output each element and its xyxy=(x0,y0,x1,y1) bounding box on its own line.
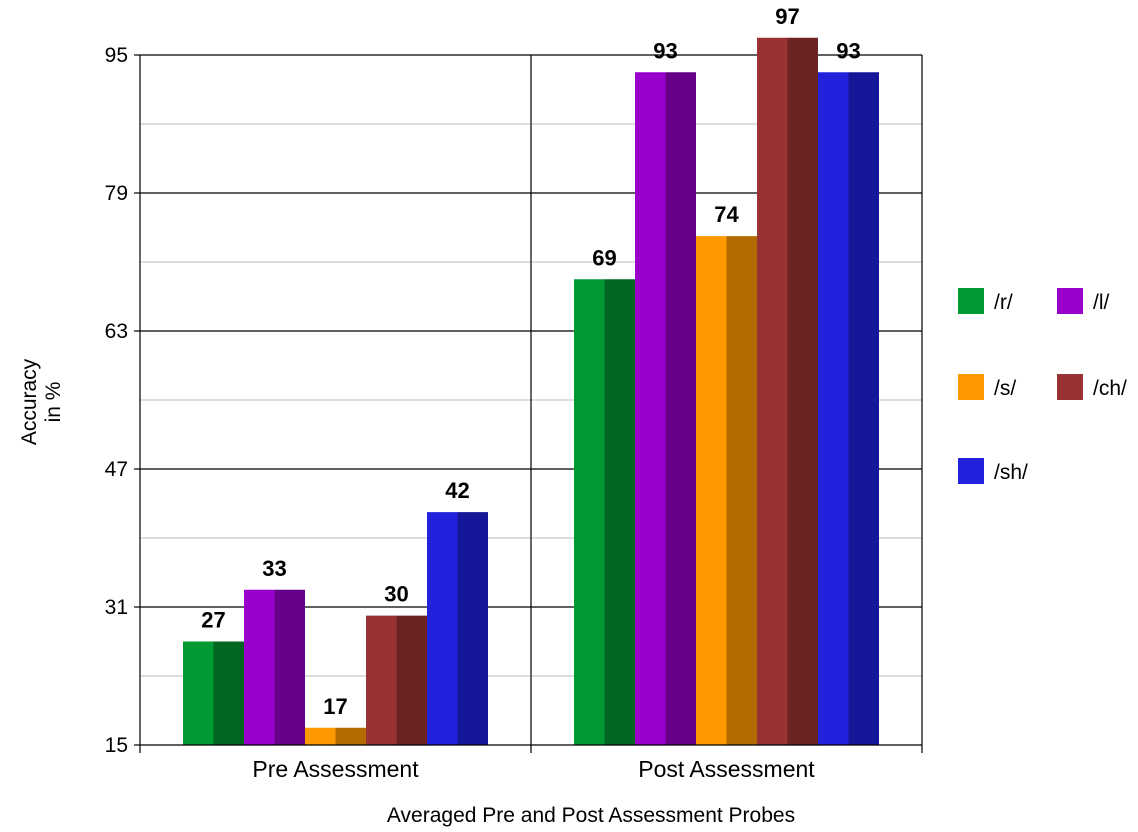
data-label: 93 xyxy=(653,38,677,63)
bar-side xyxy=(787,37,818,745)
bar-side xyxy=(335,727,366,745)
bar xyxy=(635,72,696,745)
bar xyxy=(696,236,757,745)
bar xyxy=(244,589,305,745)
bar-side xyxy=(726,236,757,745)
y-axis-title-line-2: in % xyxy=(42,382,65,423)
bar-face xyxy=(427,512,458,745)
bar-face xyxy=(757,37,788,745)
legend-item: /s/ xyxy=(958,374,1016,400)
legend-swatch xyxy=(1057,374,1083,400)
bar-face xyxy=(244,589,275,745)
legend-label: /r/ xyxy=(994,291,1013,314)
y-tick-label: 15 xyxy=(105,734,128,757)
bar-side xyxy=(604,279,635,745)
bar-side xyxy=(274,589,305,745)
y-tick-label: 63 xyxy=(105,320,128,343)
data-label: 17 xyxy=(323,694,347,719)
bar xyxy=(574,279,635,745)
bar-face xyxy=(183,641,214,745)
bar xyxy=(427,512,488,745)
bars xyxy=(183,37,879,745)
legend-label: /l/ xyxy=(1093,291,1110,314)
bar-face xyxy=(696,236,727,745)
y-tick-label: 31 xyxy=(105,596,128,619)
bar-face xyxy=(305,727,336,745)
bar-side xyxy=(457,512,488,745)
data-labels: 27 33 17 30 42 69 93 74 97 93 xyxy=(201,4,860,719)
data-label: 93 xyxy=(836,38,860,63)
y-axis-title-line-1: Accuracy xyxy=(18,358,41,445)
bar-face xyxy=(818,72,849,745)
bar xyxy=(818,72,879,745)
bar xyxy=(305,727,366,745)
data-label: 42 xyxy=(445,478,469,503)
bar-side xyxy=(665,72,696,745)
legend-swatch xyxy=(958,458,984,484)
bar-side xyxy=(396,615,427,745)
legend-swatch xyxy=(958,374,984,400)
legend-label: /s/ xyxy=(994,377,1016,400)
x-axis-title: Averaged Pre and Post Assessment Probes xyxy=(387,804,795,827)
legend-swatch xyxy=(958,288,984,314)
axes: 15 31 47 63 79 95 Pre Assessment Post Assessmen… xyxy=(105,44,923,782)
data-label: 97 xyxy=(775,4,799,29)
bar xyxy=(757,37,818,745)
legend: /r/ /l/ /s/ /ch/ /sh/ xyxy=(958,288,1127,484)
legend-item: /ch/ xyxy=(1057,374,1127,400)
y-tick-label: 47 xyxy=(105,458,128,481)
legend-item: /sh/ xyxy=(958,458,1028,484)
bar xyxy=(183,641,244,745)
bar-side xyxy=(213,641,244,745)
bar-side xyxy=(848,72,879,745)
bar-face xyxy=(366,615,397,745)
x-category-label: Post Assessment xyxy=(638,756,815,782)
data-label: 74 xyxy=(714,202,739,227)
data-label: 33 xyxy=(262,556,286,581)
bar-face xyxy=(635,72,666,745)
bar-face xyxy=(574,279,605,745)
data-label: 69 xyxy=(592,245,616,270)
legend-item: /l/ xyxy=(1057,288,1110,314)
y-tick-label: 95 xyxy=(105,44,128,67)
data-label: 30 xyxy=(384,582,408,607)
data-label: 27 xyxy=(201,608,225,633)
legend-label: /sh/ xyxy=(994,461,1028,484)
legend-item: /r/ xyxy=(958,288,1013,314)
legend-swatch xyxy=(1057,288,1083,314)
y-tick-label: 79 xyxy=(105,182,128,205)
x-category-label: Pre Assessment xyxy=(252,756,419,782)
legend-label: /ch/ xyxy=(1093,377,1127,400)
bar xyxy=(366,615,427,745)
